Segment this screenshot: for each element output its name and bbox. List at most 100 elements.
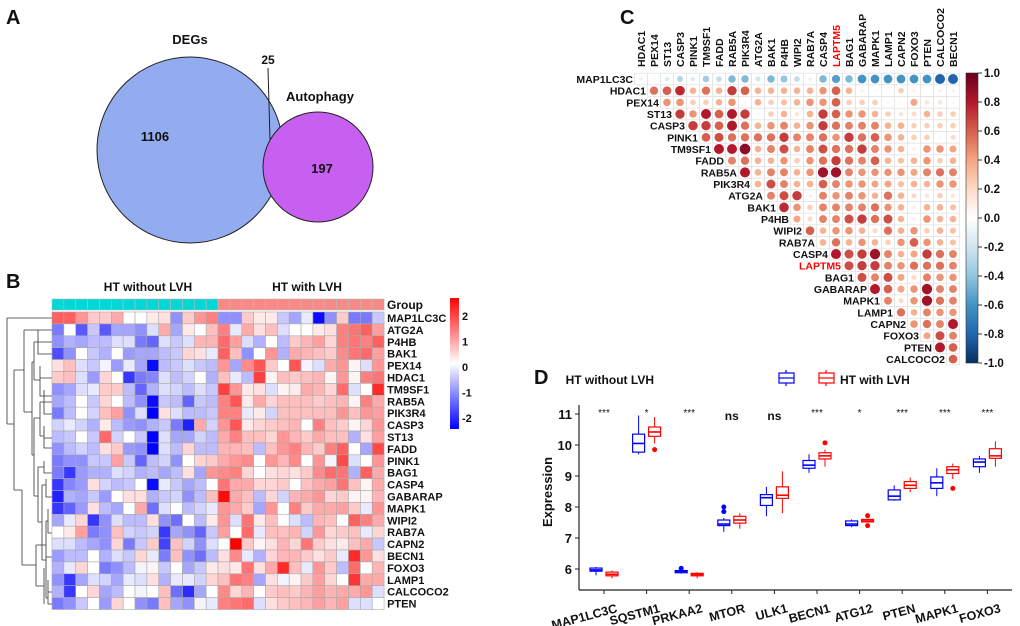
heatmap-cell [205,418,219,432]
corr-circle [702,75,710,83]
heatmap-cell [87,537,100,551]
heatmap-cell [122,311,136,325]
corr-circle [858,121,866,130]
heatmap-cell [348,561,361,575]
heatmap-cell [300,311,314,325]
heatmap-cell [122,383,136,396]
heatmap-cell [146,573,160,586]
heatmap-cell [170,549,183,563]
panel-label-a: A [6,7,20,29]
heatmap-cell [111,525,124,539]
box-outlier [721,504,727,510]
heatmap-row-label: PIK3R4 [387,408,426,420]
corr-row-label: RAB7A [779,237,816,249]
corr-col-label: P4HB [779,39,791,67]
heatmap-cell [134,311,148,325]
heatmap-cell [300,406,314,420]
heatmap-cell [371,454,385,467]
heatmap-cell [63,537,77,551]
heatmap-row-label: BAK1 [387,349,417,361]
corr-circle [728,98,736,107]
group-annotation-cell [371,298,385,311]
heatmap-row-label: GABARAP [387,492,443,504]
heatmap-cell [134,394,148,408]
heatmap-cell [277,490,290,503]
heatmap-cell [63,323,77,337]
corr-circle [794,157,800,164]
heatmap-cell [99,418,112,432]
heatmap-cell [134,347,148,360]
corr-circle [793,145,801,153]
corr-circle [897,204,905,211]
corr-circle [897,134,905,141]
corr-circle [756,112,760,116]
heatmap-cell [265,442,278,456]
corr-circle [806,180,814,188]
corr-col-label: PEX14 [649,34,661,67]
heatmap-row-label: BAG1 [387,468,418,480]
heatmap-cell [205,573,219,586]
heatmap-cell [253,573,266,586]
heatmap-cell [277,525,290,539]
corr-circle [911,134,917,141]
corr-row-label: ST13 [647,109,672,121]
heatmap-cell [87,323,100,337]
heatmap-cell [63,585,77,598]
corr-circle [688,120,698,131]
corr-circle [950,193,956,198]
heatmap-cell [217,525,231,539]
heatmap-cell [111,335,124,348]
heatmap-cell [205,537,219,551]
heatmap-cell [312,383,326,396]
corr-circle [740,86,750,96]
corr-circle [701,86,711,95]
heatmap-cell [241,573,254,586]
heatmap-cell [182,347,195,360]
box [988,448,1003,459]
corr-circle [857,272,867,282]
heatmap-cell [265,454,278,467]
corr-col-label: RAB7A [805,30,817,67]
heatmap-cell [241,549,254,563]
heatmap-cell [170,490,183,503]
heatmap-cell [122,549,136,563]
corr-circle [936,215,944,223]
group-annotation-cell [324,298,337,311]
corr-circle [884,122,892,129]
corr-circle [924,193,930,198]
x-tick-label: MAPK1 [914,601,960,626]
heatmap-cell [265,525,278,539]
heatmap-cell [348,418,361,432]
corr-col-label: CALCOCO2 [935,8,947,67]
heatmap-cell [277,513,290,527]
group-annotation-cell [170,298,183,311]
corr-circle [845,168,853,177]
corr-circle [726,144,738,155]
corr-circle [884,250,892,259]
corr-circle [779,191,789,201]
heatmap-cell [146,537,160,551]
corr-row-label: LAMP1 [857,307,893,319]
heatmap-cell [194,549,207,563]
heatmap-cell [205,383,219,396]
corr-circle [780,110,788,118]
heatmap-cell [75,383,88,396]
heatmap-cell [241,371,254,384]
heatmap-cell [324,478,337,491]
heatmap-cell [182,490,195,503]
corr-circle [897,261,905,270]
heatmap-cell [182,311,195,325]
heatmap-cell [371,394,385,408]
heatmap-cell [241,359,254,372]
heatmap-colorbar-tick: 1 [462,337,468,349]
heatmap-cell [87,478,100,491]
corr-circle [779,144,789,154]
corr-circle [924,134,930,141]
heatmap-cell [277,502,290,515]
corr-circle [819,98,827,107]
group-annotation-cell [111,298,124,311]
corr-circle [845,110,853,118]
heatmap-cell [99,525,112,539]
corr-circle [675,85,685,96]
